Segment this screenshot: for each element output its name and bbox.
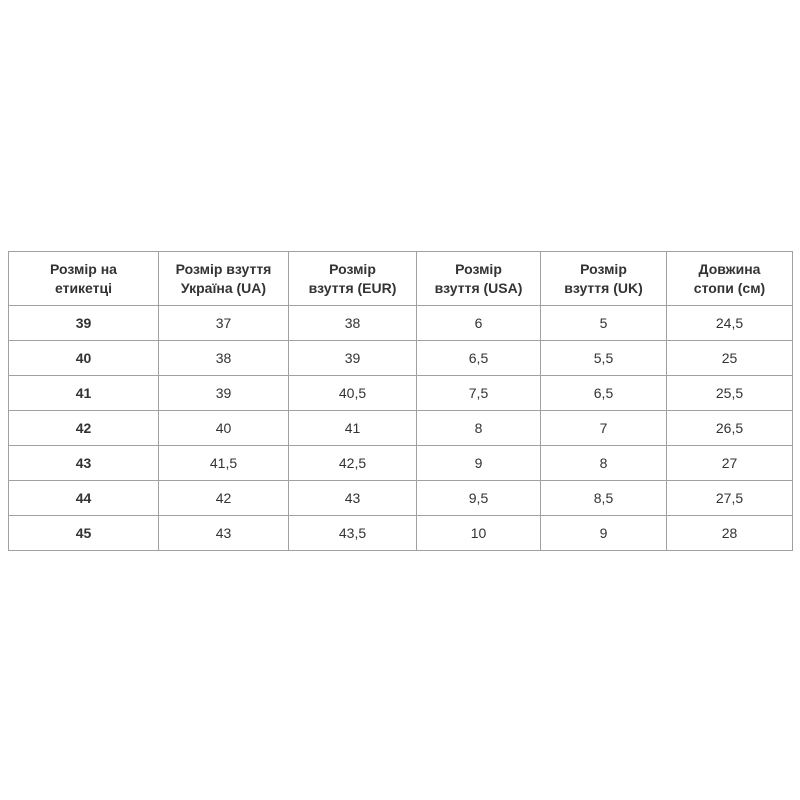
cell-ua-size: 43 — [158, 515, 289, 551]
cell-usa-size: 7,5 — [416, 375, 541, 411]
header-foot-length: Довжина стопи (см) — [666, 251, 793, 306]
header-label-size: Розмір на етикетці — [8, 251, 159, 306]
cell-foot-length: 26,5 — [666, 410, 793, 446]
header-line: Розмір — [580, 260, 627, 277]
cell-uk-size: 5,5 — [540, 340, 667, 376]
header-usa-size: Розмір взуття (USA) — [416, 251, 541, 306]
cell-eur-size: 39 — [288, 340, 417, 376]
header-line: взуття (EUR) — [308, 279, 397, 296]
table-row: 45 43 43,5 10 9 28 — [8, 515, 793, 551]
cell-uk-size: 8 — [540, 445, 667, 481]
cell-ua-size: 37 — [158, 305, 289, 341]
cell-label-size: 39 — [8, 305, 159, 341]
cell-uk-size: 6,5 — [540, 375, 667, 411]
cell-usa-size: 8 — [416, 410, 541, 446]
header-line: Розмір на — [50, 260, 117, 277]
table-row: 41 39 40,5 7,5 6,5 25,5 — [8, 375, 793, 411]
cell-foot-length: 27 — [666, 445, 793, 481]
table-row: 43 41,5 42,5 9 8 27 — [8, 445, 793, 481]
header-row: Розмір на етикетці Розмір взуття Україна (U… — [8, 251, 793, 306]
header-ua-size: Розмір взуття Україна (UA) — [158, 251, 289, 306]
table-row: 44 42 43 9,5 8,5 27,5 — [8, 480, 793, 516]
header-line: Розмір — [329, 260, 376, 277]
cell-label-size: 40 — [8, 340, 159, 376]
cell-eur-size: 42,5 — [288, 445, 417, 481]
header-line: етикетці — [54, 279, 113, 296]
cell-ua-size: 38 — [158, 340, 289, 376]
size-chart-table: Розмір на етикетці Розмір взуття Україна (U… — [8, 251, 793, 551]
cell-usa-size: 6 — [416, 305, 541, 341]
header-eur-size: Розмір взуття (EUR) — [288, 251, 417, 306]
cell-label-size: 41 — [8, 375, 159, 411]
cell-usa-size: 10 — [416, 515, 541, 551]
cell-foot-length: 25,5 — [666, 375, 793, 411]
cell-uk-size: 7 — [540, 410, 667, 446]
header-line: Розмір — [455, 260, 502, 277]
cell-ua-size: 40 — [158, 410, 289, 446]
cell-foot-length: 25 — [666, 340, 793, 376]
cell-label-size: 42 — [8, 410, 159, 446]
header-line: стопи (см) — [693, 279, 766, 296]
cell-eur-size: 43,5 — [288, 515, 417, 551]
cell-ua-size: 42 — [158, 480, 289, 516]
cell-label-size: 44 — [8, 480, 159, 516]
cell-eur-size: 43 — [288, 480, 417, 516]
cell-uk-size: 9 — [540, 515, 667, 551]
header-line: взуття (USA) — [434, 279, 523, 296]
cell-eur-size: 40,5 — [288, 375, 417, 411]
table-row: 42 40 41 8 7 26,5 — [8, 410, 793, 446]
cell-ua-size: 39 — [158, 375, 289, 411]
cell-foot-length: 28 — [666, 515, 793, 551]
cell-eur-size: 41 — [288, 410, 417, 446]
header-line: взуття (UK) — [564, 279, 643, 296]
cell-uk-size: 8,5 — [540, 480, 667, 516]
cell-usa-size: 9,5 — [416, 480, 541, 516]
header-line: Україна (UA) — [180, 279, 267, 296]
cell-eur-size: 38 — [288, 305, 417, 341]
cell-label-size: 45 — [8, 515, 159, 551]
table-row: 39 37 38 6 5 24,5 — [8, 305, 793, 341]
cell-label-size: 43 — [8, 445, 159, 481]
header-uk-size: Розмір взуття (UK) — [540, 251, 667, 306]
cell-foot-length: 27,5 — [666, 480, 793, 516]
table-row: 40 38 39 6,5 5,5 25 — [8, 340, 793, 376]
cell-uk-size: 5 — [540, 305, 667, 341]
header-line: Розмір взуття — [175, 260, 272, 277]
cell-usa-size: 9 — [416, 445, 541, 481]
cell-usa-size: 6,5 — [416, 340, 541, 376]
header-line: Довжина — [698, 260, 761, 277]
cell-ua-size: 41,5 — [158, 445, 289, 481]
cell-foot-length: 24,5 — [666, 305, 793, 341]
